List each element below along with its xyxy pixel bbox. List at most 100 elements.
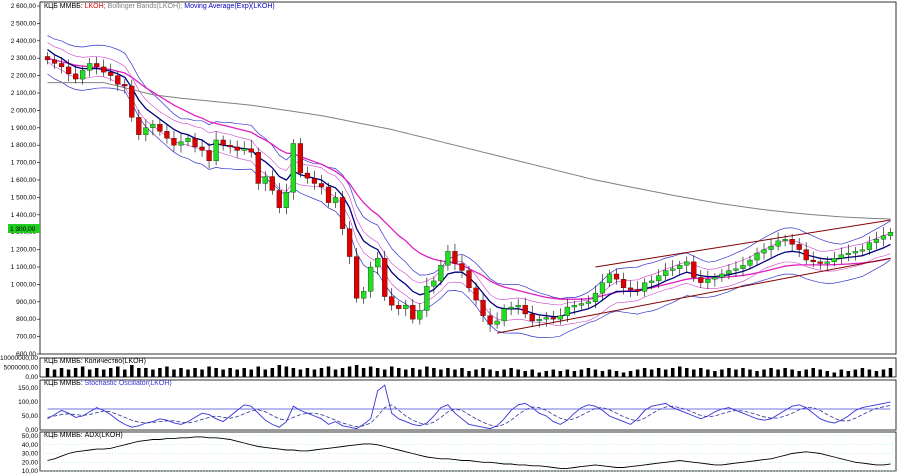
volume-bar bbox=[558, 371, 563, 377]
candle bbox=[410, 298, 416, 324]
volume-bar bbox=[101, 369, 106, 377]
candle bbox=[529, 305, 535, 327]
candle-down-body bbox=[136, 117, 142, 135]
candle-down-body bbox=[789, 239, 795, 245]
volume-bar bbox=[284, 366, 289, 377]
candle bbox=[220, 135, 226, 151]
volume-bar bbox=[509, 368, 513, 377]
volume-bar bbox=[572, 371, 577, 377]
volume-bar bbox=[305, 368, 310, 377]
candle-down-body bbox=[550, 317, 556, 320]
volume-bar bbox=[790, 369, 794, 377]
candle bbox=[796, 237, 802, 258]
volume-bar bbox=[368, 366, 373, 377]
candle-up-body bbox=[438, 265, 444, 282]
volume-bar bbox=[649, 369, 654, 377]
volume-bar bbox=[853, 369, 858, 377]
candle-up-body bbox=[677, 265, 683, 269]
candle-up-body bbox=[368, 266, 374, 292]
candle bbox=[87, 58, 93, 77]
candle-up-body bbox=[887, 232, 894, 236]
candle bbox=[115, 71, 121, 91]
candle-down-body bbox=[353, 256, 360, 299]
volume-bar bbox=[530, 369, 534, 377]
candle-down-body bbox=[248, 148, 254, 153]
main-ytick-label: 2 600,00 bbox=[11, 3, 37, 10]
candle-up-body bbox=[592, 292, 599, 302]
stochastic-ytick-label: 100,00 bbox=[18, 399, 38, 406]
main-ytick-label: 1 900,00 bbox=[11, 125, 37, 132]
candle bbox=[712, 273, 718, 287]
volume-bar bbox=[783, 368, 787, 377]
volume-bar bbox=[607, 369, 612, 377]
volume-bar bbox=[116, 366, 120, 377]
candle bbox=[705, 270, 711, 290]
volume-bar bbox=[741, 368, 745, 377]
candle bbox=[65, 59, 72, 82]
candle-up-body bbox=[515, 305, 521, 308]
volume-bar bbox=[158, 368, 162, 377]
volume-bar bbox=[312, 369, 317, 377]
candle-up-body bbox=[873, 239, 880, 243]
candle-down-body bbox=[115, 75, 121, 85]
candle bbox=[417, 303, 423, 325]
candle bbox=[599, 274, 606, 301]
candle-up-body bbox=[431, 280, 437, 287]
candle-up-body bbox=[775, 240, 781, 247]
candle-down-body bbox=[269, 176, 275, 191]
candle-down-body bbox=[206, 150, 212, 162]
candle bbox=[122, 78, 128, 94]
candle bbox=[304, 166, 311, 184]
legend-bollinger: Bollinger Bands(LKOH); bbox=[108, 3, 183, 10]
candle bbox=[389, 288, 395, 311]
candle-up-body bbox=[705, 279, 711, 283]
candle-up-body bbox=[880, 235, 887, 240]
sma-slow-line bbox=[47, 82, 891, 220]
candle-down-body bbox=[108, 71, 114, 76]
candle bbox=[445, 244, 451, 271]
candle-up-body bbox=[831, 258, 837, 262]
adx-series-0 bbox=[47, 436, 891, 469]
volume-bar bbox=[537, 372, 542, 377]
main-ytick-label: 1 800,00 bbox=[11, 142, 37, 149]
volume-bar bbox=[242, 368, 246, 377]
volume-bar bbox=[495, 371, 499, 377]
volume-bar bbox=[123, 369, 127, 377]
candle-down-body bbox=[227, 145, 233, 148]
volume-bar bbox=[249, 369, 253, 377]
candle-up-body bbox=[571, 305, 577, 308]
candle-down-body bbox=[255, 152, 261, 184]
candle bbox=[382, 250, 388, 301]
candle bbox=[887, 227, 894, 241]
adx-ytick-label: 50,00 bbox=[22, 433, 39, 440]
candle bbox=[747, 255, 753, 270]
candle-down-body bbox=[220, 139, 226, 146]
stochastic-ytick-label: 0,00 bbox=[25, 427, 38, 434]
candle-down-body bbox=[389, 296, 395, 306]
candle bbox=[171, 130, 177, 152]
volume-bar bbox=[734, 369, 738, 377]
volume-bar bbox=[73, 368, 78, 377]
volume-bar bbox=[165, 366, 169, 377]
candle bbox=[550, 311, 556, 324]
candle-up-body bbox=[754, 252, 760, 261]
candle bbox=[283, 183, 289, 215]
candle-up-body bbox=[501, 308, 507, 322]
stochastic-lines: 150,00 100,00 50,00 0,00 bbox=[18, 384, 891, 434]
candle bbox=[677, 260, 683, 276]
candle-down-body bbox=[199, 146, 205, 151]
volume-bar bbox=[656, 368, 661, 377]
main-ytick-label: 1 500,00 bbox=[11, 194, 37, 201]
volume-bar bbox=[474, 369, 478, 377]
candle-up-body bbox=[508, 306, 514, 309]
volume-bar bbox=[66, 369, 71, 377]
candle-down-body bbox=[234, 146, 240, 151]
volume-bar bbox=[425, 366, 429, 377]
candle-up-body bbox=[403, 305, 409, 309]
candle bbox=[515, 298, 521, 315]
candle bbox=[564, 298, 570, 323]
candle bbox=[754, 247, 760, 266]
candle-up-body bbox=[824, 261, 830, 264]
candle bbox=[269, 170, 275, 195]
